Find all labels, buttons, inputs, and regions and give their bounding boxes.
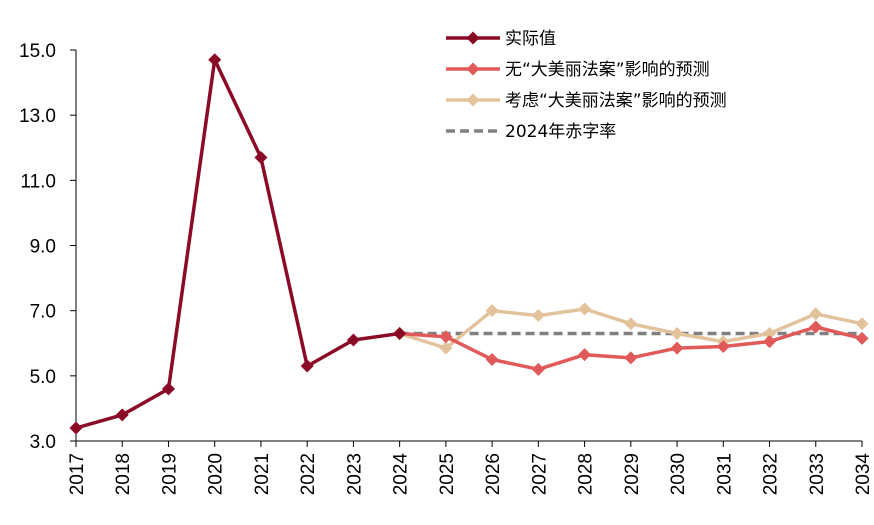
data-point [485, 304, 499, 318]
legend-entry: 无“大美丽法案”影响的预测 [446, 60, 710, 80]
legend-label: 无“大美丽法案”影响的预测 [505, 60, 710, 80]
data-point [670, 341, 684, 355]
data-point [670, 326, 684, 340]
data-point [624, 351, 638, 365]
y-tick-label: 13.0 [19, 106, 56, 127]
data-point [531, 362, 545, 376]
data-point [439, 341, 453, 355]
legend-marker [466, 31, 480, 45]
x-tick-label: 2022 [298, 453, 319, 495]
x-tick-label: 2031 [714, 453, 735, 495]
x-tick-label: 2030 [668, 453, 689, 495]
axes: 3.0 5.0 7.0 9.0 11.0 13.0 15.0 2017 2018 2019 2020… [19, 41, 874, 495]
y-tick-label: 11.0 [20, 171, 56, 192]
data-point [855, 331, 869, 345]
series-line [75, 58, 400, 430]
data-point [578, 348, 592, 362]
data-point [69, 421, 83, 435]
data-point [624, 317, 638, 331]
data-point [115, 408, 129, 422]
data-point [346, 333, 360, 347]
data-point [300, 359, 314, 373]
x-tick-label: 2032 [761, 453, 782, 495]
x-tick-label: 2020 [206, 453, 227, 495]
data-point [716, 340, 730, 354]
x-tick-label: 2025 [437, 453, 458, 495]
x-tick-label: 2027 [529, 453, 550, 495]
data-point [254, 151, 268, 165]
series-0 [69, 53, 407, 435]
x-tick-label: 2034 [853, 453, 874, 496]
data-point [393, 326, 407, 340]
y-tick-label: 3.0 [30, 432, 56, 453]
data-point [531, 309, 545, 323]
x-tick-label: 2017 [67, 453, 88, 495]
y-tick-label: 5.0 [30, 367, 56, 388]
legend-marker [466, 93, 480, 107]
data-point [161, 382, 175, 396]
y-tick-label: 15.0 [19, 41, 56, 62]
data-point [439, 330, 453, 344]
x-tick-label: 2021 [252, 453, 273, 495]
legend-label: 考虑“大美丽法案”影响的预测 [505, 91, 727, 111]
data-point [809, 320, 823, 334]
data-point [763, 335, 777, 349]
data-point [485, 353, 499, 367]
x-tick-label: 2033 [807, 453, 828, 495]
data-point [208, 53, 222, 67]
legend-label: 2024年赤字率 [505, 122, 616, 142]
data-point [855, 317, 869, 331]
legend-marker [466, 62, 480, 76]
legend-entry: 实际值 [446, 29, 556, 49]
legend-label: 实际值 [505, 29, 556, 49]
x-tick-label: 2029 [622, 453, 643, 495]
legend-entry: 考虑“大美丽法案”影响的预测 [446, 91, 727, 111]
series-layer [69, 53, 869, 435]
x-tick-label: 2026 [483, 453, 504, 495]
y-tick-label: 9.0 [30, 237, 56, 258]
y-tick-label: 7.0 [30, 302, 56, 323]
x-tick-label: 2023 [344, 453, 365, 495]
x-tick-label: 2024 [391, 453, 412, 496]
data-point [809, 307, 823, 321]
data-point [578, 302, 592, 316]
x-tick-label: 2018 [113, 453, 134, 495]
data-point [763, 326, 777, 340]
x-tick-label: 2019 [159, 453, 180, 495]
x-tick-label: 2028 [576, 453, 597, 495]
legend-entry: 2024年赤字率 [446, 122, 616, 142]
